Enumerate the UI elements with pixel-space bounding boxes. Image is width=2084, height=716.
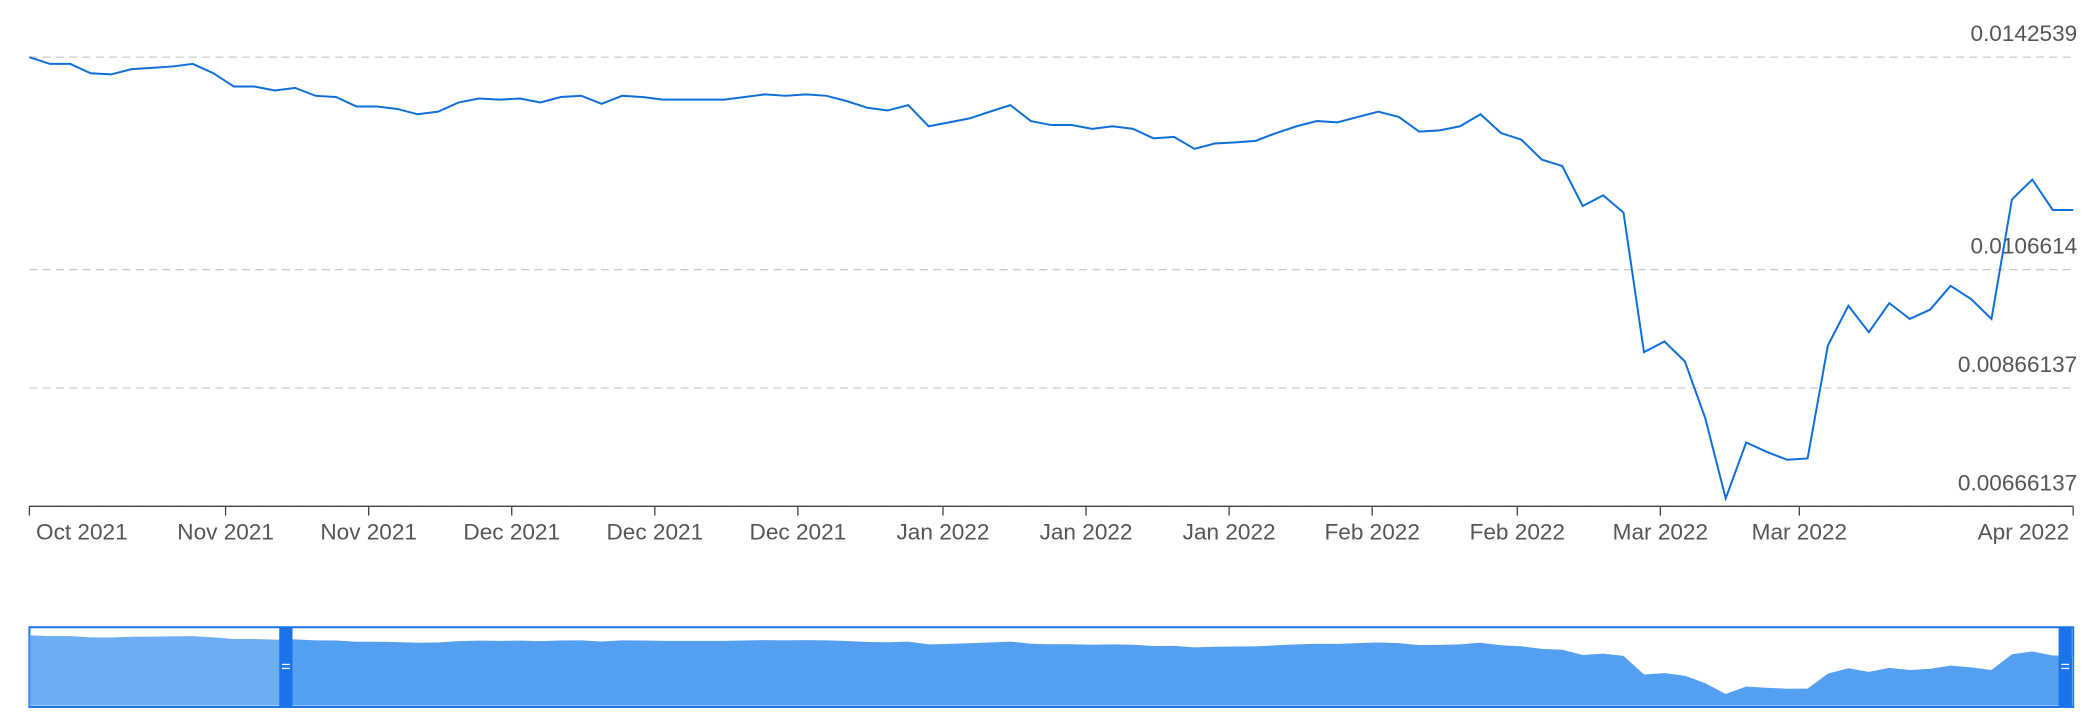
navigator-handle[interactable]	[279, 627, 293, 707]
y-tick-label: 0.0142539	[1970, 21, 2077, 46]
x-tick-label: Dec 2021	[606, 520, 703, 545]
y-tick-label: 0.00666137	[1958, 470, 2077, 495]
navigator-handle[interactable]	[2058, 627, 2072, 707]
navigator-unselected	[30, 628, 286, 706]
x-tick-label: Dec 2021	[750, 520, 847, 545]
x-tick-label: Mar 2022	[1613, 520, 1708, 545]
x-tick-label: Feb 2022	[1324, 520, 1419, 545]
plot-area: 0.00666137 0.00866137 0.0106614 0.0142539 Oc…	[28, 21, 2077, 545]
x-tick-label: Feb 2022	[1470, 520, 1565, 545]
navigator[interactable]	[28, 626, 2075, 708]
x-tick-label: Dec 2021	[463, 520, 560, 545]
y-tick-label: 0.00866137	[1958, 352, 2077, 377]
x-tick-label: Jan 2022	[1040, 520, 1133, 545]
x-tick-label: Nov 2021	[177, 520, 274, 545]
y-tick-label: 0.0106614	[1970, 234, 2077, 259]
x-tick-label: Jan 2022	[1183, 520, 1276, 545]
x-tick-label: Apr 2022	[1978, 520, 2070, 545]
x-tick-label: Jan 2022	[897, 520, 990, 545]
x-tick-label: Nov 2021	[320, 520, 417, 545]
x-tick-label: Mar 2022	[1752, 520, 1847, 545]
series-line	[29, 56, 2074, 502]
x-tick-label: Oct 2021	[36, 520, 128, 545]
navigator-area	[29, 635, 2074, 706]
